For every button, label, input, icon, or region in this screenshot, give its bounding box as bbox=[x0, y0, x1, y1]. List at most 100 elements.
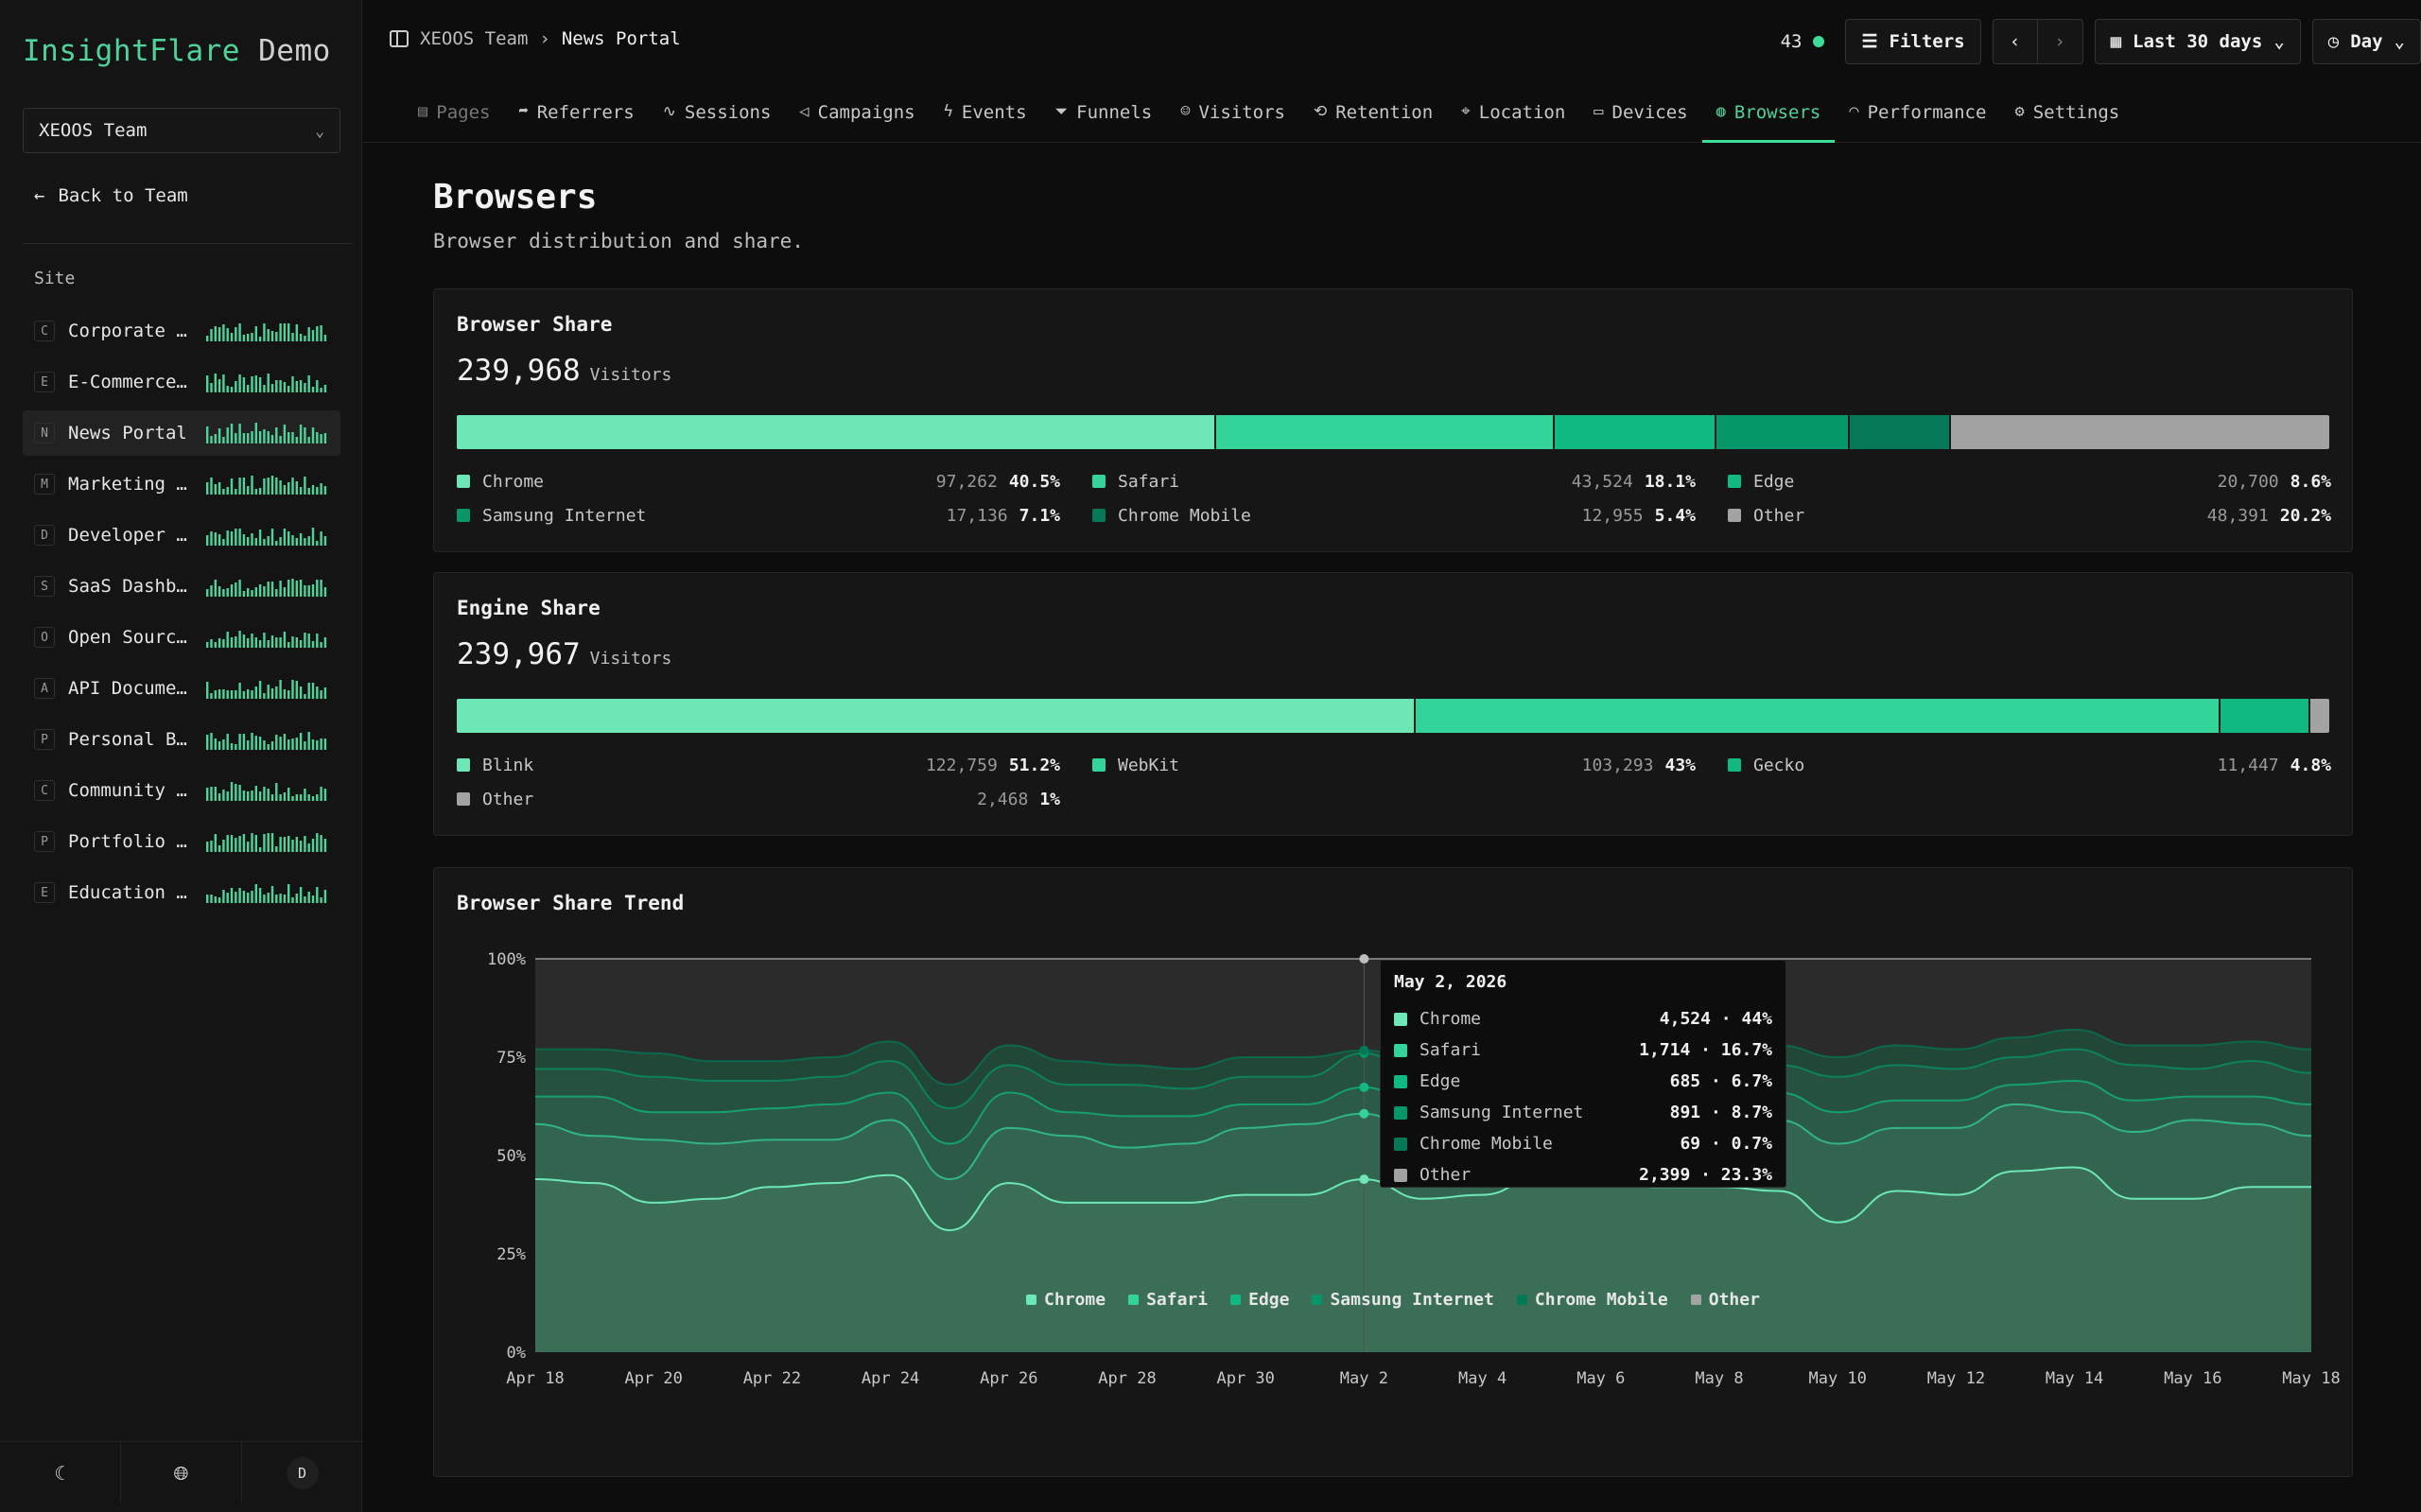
sidebar-site-item[interactable]: A API Documen… bbox=[23, 666, 340, 711]
date-range-value: Last 30 days bbox=[2133, 31, 2263, 52]
engine-share-total-unit: Visitors bbox=[589, 649, 672, 669]
share-segment[interactable] bbox=[1716, 415, 1850, 449]
language-button[interactable]: 🌐︎ bbox=[121, 1442, 242, 1503]
chevron-left-icon: ‹ bbox=[2009, 31, 2021, 52]
sidebar-site-item[interactable]: E E-Commerce … bbox=[23, 359, 340, 405]
site-sparkline bbox=[206, 884, 327, 903]
share-segment[interactable] bbox=[2310, 699, 2329, 733]
tab-location[interactable]: ⌖ Location bbox=[1447, 91, 1579, 143]
tab-sessions[interactable]: ∿ Sessions bbox=[649, 91, 786, 143]
sparkline-bar bbox=[299, 425, 303, 443]
tab-funnels[interactable]: ⏷ Funnels bbox=[1041, 91, 1167, 143]
legend-count: 97,262 bbox=[935, 471, 998, 492]
tab-browsers[interactable]: ◍ Browsers bbox=[1701, 91, 1836, 143]
sparkline-bar bbox=[238, 683, 241, 699]
tab-performance[interactable]: ◠ Performance bbox=[1835, 91, 2000, 143]
sparkline-bar bbox=[222, 589, 225, 597]
tooltip-swatch bbox=[1394, 1105, 1407, 1120]
sidebar-site-item[interactable]: C Community F… bbox=[23, 768, 340, 813]
trend-legend-item[interactable]: Samsung Internet bbox=[1312, 1290, 1494, 1310]
user-menu-button[interactable]: D bbox=[242, 1442, 362, 1503]
filters-button[interactable]: ☰ Filters bbox=[1845, 19, 1981, 64]
sparkline-bar bbox=[226, 632, 229, 648]
sidebar-site-item[interactable]: M Marketing L… bbox=[23, 461, 340, 507]
sparkline-bar bbox=[218, 482, 221, 495]
sparkline-bar bbox=[323, 587, 327, 597]
chevron-right-icon: › bbox=[539, 28, 550, 49]
sidebar-site-item[interactable]: P Personal Bl… bbox=[23, 717, 340, 762]
tab-retention[interactable]: ⟲ Retention bbox=[1299, 91, 1447, 143]
tab-pages[interactable]: ▤ Pages bbox=[384, 91, 504, 143]
back-to-team-link[interactable]: ← Back to Team bbox=[34, 185, 188, 206]
sparkline-bar bbox=[251, 690, 253, 699]
sidebar-toggle-icon[interactable] bbox=[390, 30, 409, 47]
share-segment[interactable] bbox=[1849, 415, 1951, 449]
sparkline-bar bbox=[226, 328, 229, 341]
sparkline-bar bbox=[311, 584, 315, 597]
trend-legend-item[interactable]: Chrome bbox=[1026, 1290, 1106, 1310]
x-tick-label: Apr 30 bbox=[1216, 1369, 1274, 1388]
tab-events[interactable]: ϟ Events bbox=[930, 91, 1041, 143]
trend-legend-item[interactable]: Edge bbox=[1230, 1290, 1289, 1310]
share-segment[interactable] bbox=[457, 699, 1416, 733]
browser-share-total: 239,968 Visitors bbox=[457, 354, 671, 388]
area-chrome[interactable] bbox=[535, 1167, 2311, 1352]
sidebar-site-item[interactable]: D Developer D… bbox=[23, 513, 340, 558]
share-segment[interactable] bbox=[1415, 699, 2221, 733]
sparkline-bar bbox=[270, 635, 274, 648]
sidebar-site-item[interactable]: P Portfolio S… bbox=[23, 819, 340, 864]
tab-referrers[interactable]: ➦ Referrers bbox=[504, 91, 648, 143]
sidebar-site-item[interactable]: C Corporate W… bbox=[23, 308, 340, 354]
tab-devices[interactable]: ▭ Devices bbox=[1579, 91, 1701, 143]
tab-settings[interactable]: ⚙ Settings bbox=[2000, 91, 2134, 143]
tab-visitors[interactable]: ☺ Visitors bbox=[1166, 91, 1299, 143]
brand-logo[interactable]: InsightFlare Demo bbox=[23, 34, 331, 68]
granularity-select[interactable]: ◷ Day ⌄ bbox=[2311, 19, 2421, 64]
trend-legend-item[interactable]: Chrome Mobile bbox=[1516, 1290, 1668, 1310]
sparkline-bar bbox=[270, 384, 274, 392]
sparkline-bar bbox=[299, 794, 303, 801]
sparkline-bar bbox=[258, 337, 262, 341]
sparkline-bar bbox=[304, 336, 306, 341]
sidebar-site-item[interactable]: E Education P… bbox=[23, 870, 340, 915]
share-segment[interactable] bbox=[457, 415, 1216, 449]
legend-count: 122,759 bbox=[925, 755, 998, 775]
sparkline-bar bbox=[299, 887, 303, 903]
live-dot-icon bbox=[1813, 36, 1825, 47]
tab-campaigns[interactable]: ◁ Campaigns bbox=[785, 91, 929, 143]
sidebar-site-item[interactable]: O Open Source… bbox=[23, 615, 340, 660]
sparkline-bar bbox=[320, 690, 322, 699]
trend-legend-item[interactable]: Safari bbox=[1128, 1290, 1208, 1310]
tab-label: Referrers bbox=[536, 102, 635, 123]
share-segment[interactable] bbox=[1215, 415, 1556, 449]
sparkline-bar bbox=[210, 585, 213, 597]
breadcrumb-team[interactable]: XEOOS Team bbox=[420, 28, 529, 49]
sidebar-site-item[interactable]: N News Portal bbox=[23, 410, 340, 456]
trend-legend-item[interactable]: Other bbox=[1690, 1290, 1760, 1310]
sidebar-site-item[interactable]: S SaaS Dashbo… bbox=[23, 564, 340, 609]
sparkline-bar bbox=[287, 531, 290, 546]
site-list: C Corporate W… E E-Commerce … N News Portal M M… bbox=[23, 308, 340, 921]
theme-toggle-button[interactable]: ☾ bbox=[0, 1442, 121, 1503]
sparkline-bar bbox=[283, 895, 287, 903]
sparkline-bar bbox=[242, 534, 246, 546]
legend-name: Samsung Internet bbox=[482, 505, 647, 526]
site-letter-badge: C bbox=[34, 321, 55, 341]
team-select[interactable]: XEOOS Team ⌄ bbox=[23, 108, 340, 153]
sparkline-bar bbox=[235, 636, 237, 648]
share-segment[interactable] bbox=[1555, 415, 1716, 449]
next-period-button[interactable]: › bbox=[2037, 19, 2083, 64]
tab-label: Devices bbox=[1611, 102, 1688, 123]
share-segment[interactable] bbox=[1950, 415, 2329, 449]
site-sparkline bbox=[206, 631, 327, 648]
previous-period-button[interactable]: ‹ bbox=[1992, 19, 2038, 64]
sidebar-divider bbox=[23, 243, 352, 244]
sparkline-bar bbox=[251, 431, 253, 443]
sparkline-bar bbox=[304, 585, 306, 597]
sparkline-bar bbox=[238, 374, 241, 392]
sparkline-bar bbox=[287, 690, 290, 699]
tooltip-swatch bbox=[1394, 1137, 1407, 1151]
date-range-select[interactable]: ▦ Last 30 days ⌄ bbox=[2094, 19, 2301, 64]
share-segment[interactable] bbox=[2221, 699, 2311, 733]
